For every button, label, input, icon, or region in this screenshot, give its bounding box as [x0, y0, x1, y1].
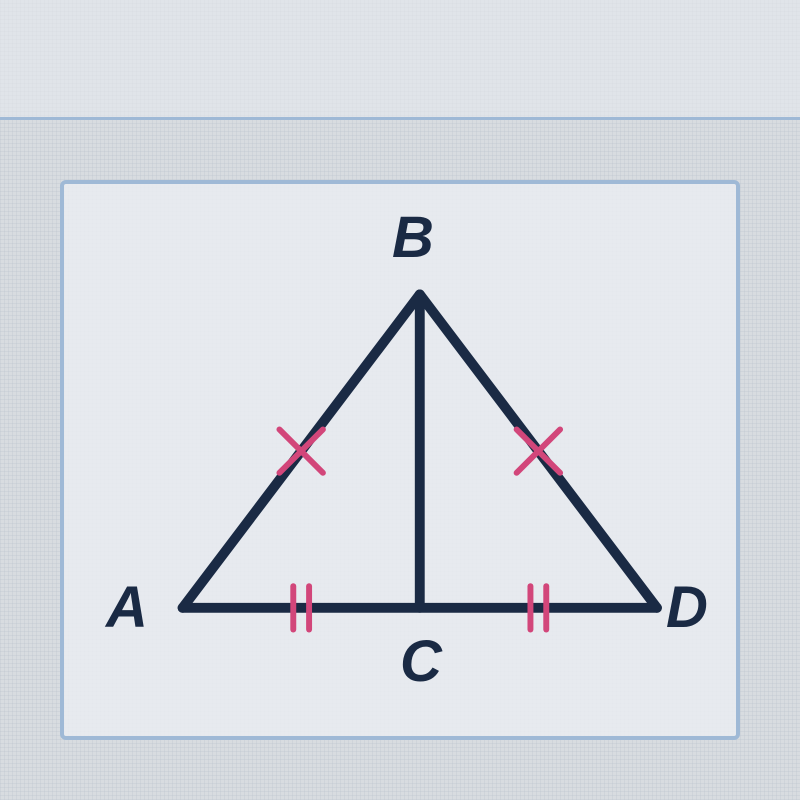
- top-band: [0, 0, 800, 120]
- label-A: A: [106, 574, 148, 641]
- label-C: C: [400, 628, 442, 695]
- label-D: D: [666, 574, 708, 641]
- figure-panel: B A D C: [60, 180, 740, 740]
- triangle-edges: [183, 294, 657, 607]
- label-B: B: [392, 204, 434, 271]
- triangle-diagram: B A D C: [64, 184, 736, 736]
